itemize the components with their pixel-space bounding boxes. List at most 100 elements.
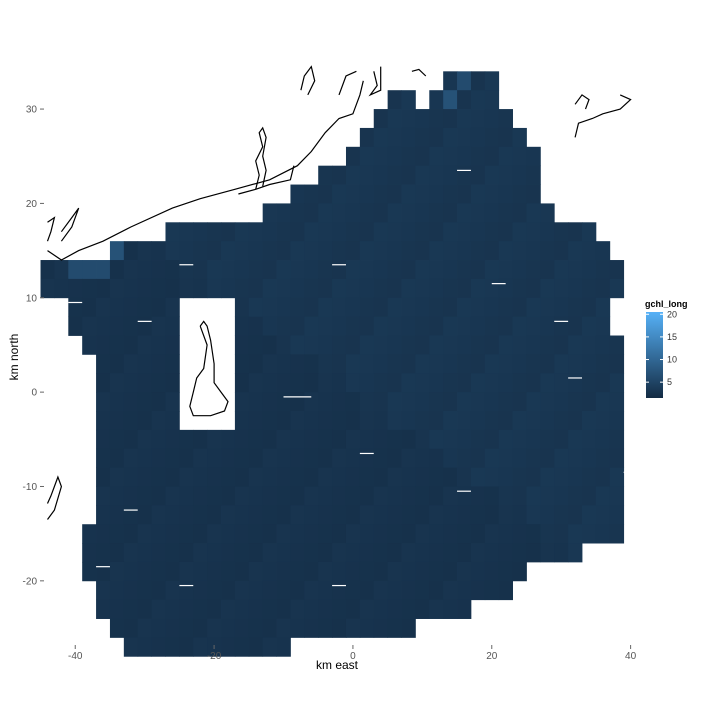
heatmap-cell	[82, 543, 97, 563]
heatmap-cell	[40, 278, 55, 299]
heatmap-cell	[429, 392, 444, 412]
heatmap-cell	[373, 392, 389, 412]
heatmap-cell	[318, 580, 333, 601]
heatmap-cell	[401, 165, 416, 185]
heatmap-cell	[332, 543, 347, 563]
heatmap-cell	[290, 354, 305, 374]
heatmap-cell	[193, 467, 208, 487]
heatmap-cell	[234, 354, 250, 374]
heatmap-cell	[457, 297, 472, 318]
heatmap-cell	[470, 561, 486, 582]
heatmap-cell	[540, 486, 555, 506]
heatmap-cell	[276, 505, 291, 525]
heatmap-cell	[498, 524, 513, 544]
heatmap-cell	[304, 354, 319, 374]
heatmap-cell	[512, 297, 527, 318]
heatmap-cell	[109, 524, 125, 544]
coastlines	[46, 65, 632, 520]
heatmap-cell	[387, 392, 402, 412]
heatmap-cell	[318, 618, 333, 638]
heatmap-cell	[234, 618, 250, 638]
heatmap-cell	[470, 486, 486, 506]
heatmap-cell	[595, 505, 611, 525]
heatmap-cell	[193, 505, 208, 525]
heatmap-cell	[137, 486, 153, 506]
heatmap-cell	[318, 448, 333, 469]
y-tick-label: -10	[23, 482, 38, 493]
heatmap-cell	[415, 392, 430, 412]
heatmap-cell	[207, 561, 222, 582]
heatmap-cell	[262, 486, 277, 506]
heatmap-cell	[526, 505, 541, 525]
heatmap-cell	[429, 241, 444, 261]
heatmap-cell	[484, 373, 500, 393]
heatmap-cell	[123, 599, 139, 619]
heatmap-cell	[332, 392, 347, 412]
heatmap-cell	[262, 467, 277, 487]
heatmap-cell	[540, 448, 555, 469]
coastline	[255, 126, 267, 190]
heatmap-cell	[221, 524, 236, 544]
heatmap-cell	[609, 335, 625, 355]
heatmap-cell	[484, 316, 500, 336]
heatmap-cell	[443, 467, 458, 487]
heatmap-cell	[540, 203, 555, 223]
heatmap-cell	[96, 599, 111, 619]
heatmap-cell	[82, 561, 97, 582]
heatmap-cell	[290, 618, 305, 638]
heatmap-cell	[498, 392, 513, 412]
heatmap-cell	[248, 241, 264, 261]
heatmap-cell	[304, 505, 319, 525]
heatmap-cell	[595, 467, 611, 487]
heatmap-cell	[554, 411, 569, 431]
legend-ticks: 5 10 15 20	[646, 309, 677, 387]
heatmap-cell	[179, 241, 194, 261]
heatmap-cell	[304, 373, 319, 393]
heatmap-cell	[429, 297, 444, 318]
heatmap-cell	[165, 448, 180, 469]
heatmap-cell	[443, 411, 458, 431]
heatmap-cell	[332, 618, 347, 638]
heatmap-cell	[332, 524, 347, 544]
heatmap-cell	[359, 260, 375, 280]
coastline	[368, 66, 382, 97]
heatmap-cell	[498, 146, 513, 167]
heatmap-cell	[193, 278, 208, 299]
heatmap-cell	[248, 637, 264, 657]
heatmap-cell	[345, 486, 361, 506]
coastline	[300, 65, 316, 96]
heatmap-cell	[109, 505, 125, 525]
heatmap-cell	[262, 561, 277, 582]
heatmap-cell	[595, 392, 611, 412]
heatmap-cell	[193, 599, 208, 619]
heatmap-cell	[332, 260, 347, 280]
heatmap-cell	[359, 203, 375, 223]
heatmap-cell	[96, 373, 111, 393]
heatmap-cell	[276, 278, 291, 299]
heatmap-cell	[290, 543, 305, 563]
heatmap-cell	[540, 241, 555, 261]
heatmap-cell	[512, 165, 527, 185]
heatmap-cell	[123, 637, 139, 657]
heatmap-cell	[96, 580, 111, 601]
heatmap-cell	[207, 222, 222, 242]
heatmap-cell	[207, 618, 222, 638]
heatmap-cell	[401, 278, 416, 299]
coastline	[47, 80, 364, 261]
heatmap-cell	[484, 127, 500, 148]
heatmap-cell	[96, 354, 111, 374]
heatmap-cell	[165, 599, 180, 619]
heatmap-cell	[457, 260, 472, 280]
heatmap-cell	[123, 354, 139, 374]
heatmap-cell	[262, 392, 277, 412]
heatmap-cell	[401, 543, 416, 563]
x-tick-label: 20	[486, 651, 498, 662]
heatmap-cell	[332, 580, 347, 601]
heatmap-cell	[387, 127, 402, 148]
heatmap-cell	[373, 127, 389, 148]
heatmap-cell	[109, 392, 125, 412]
heatmap-cell	[137, 580, 153, 601]
heatmap-cell	[137, 467, 153, 487]
heatmap-cell	[498, 448, 513, 469]
heatmap-cell	[345, 316, 361, 336]
